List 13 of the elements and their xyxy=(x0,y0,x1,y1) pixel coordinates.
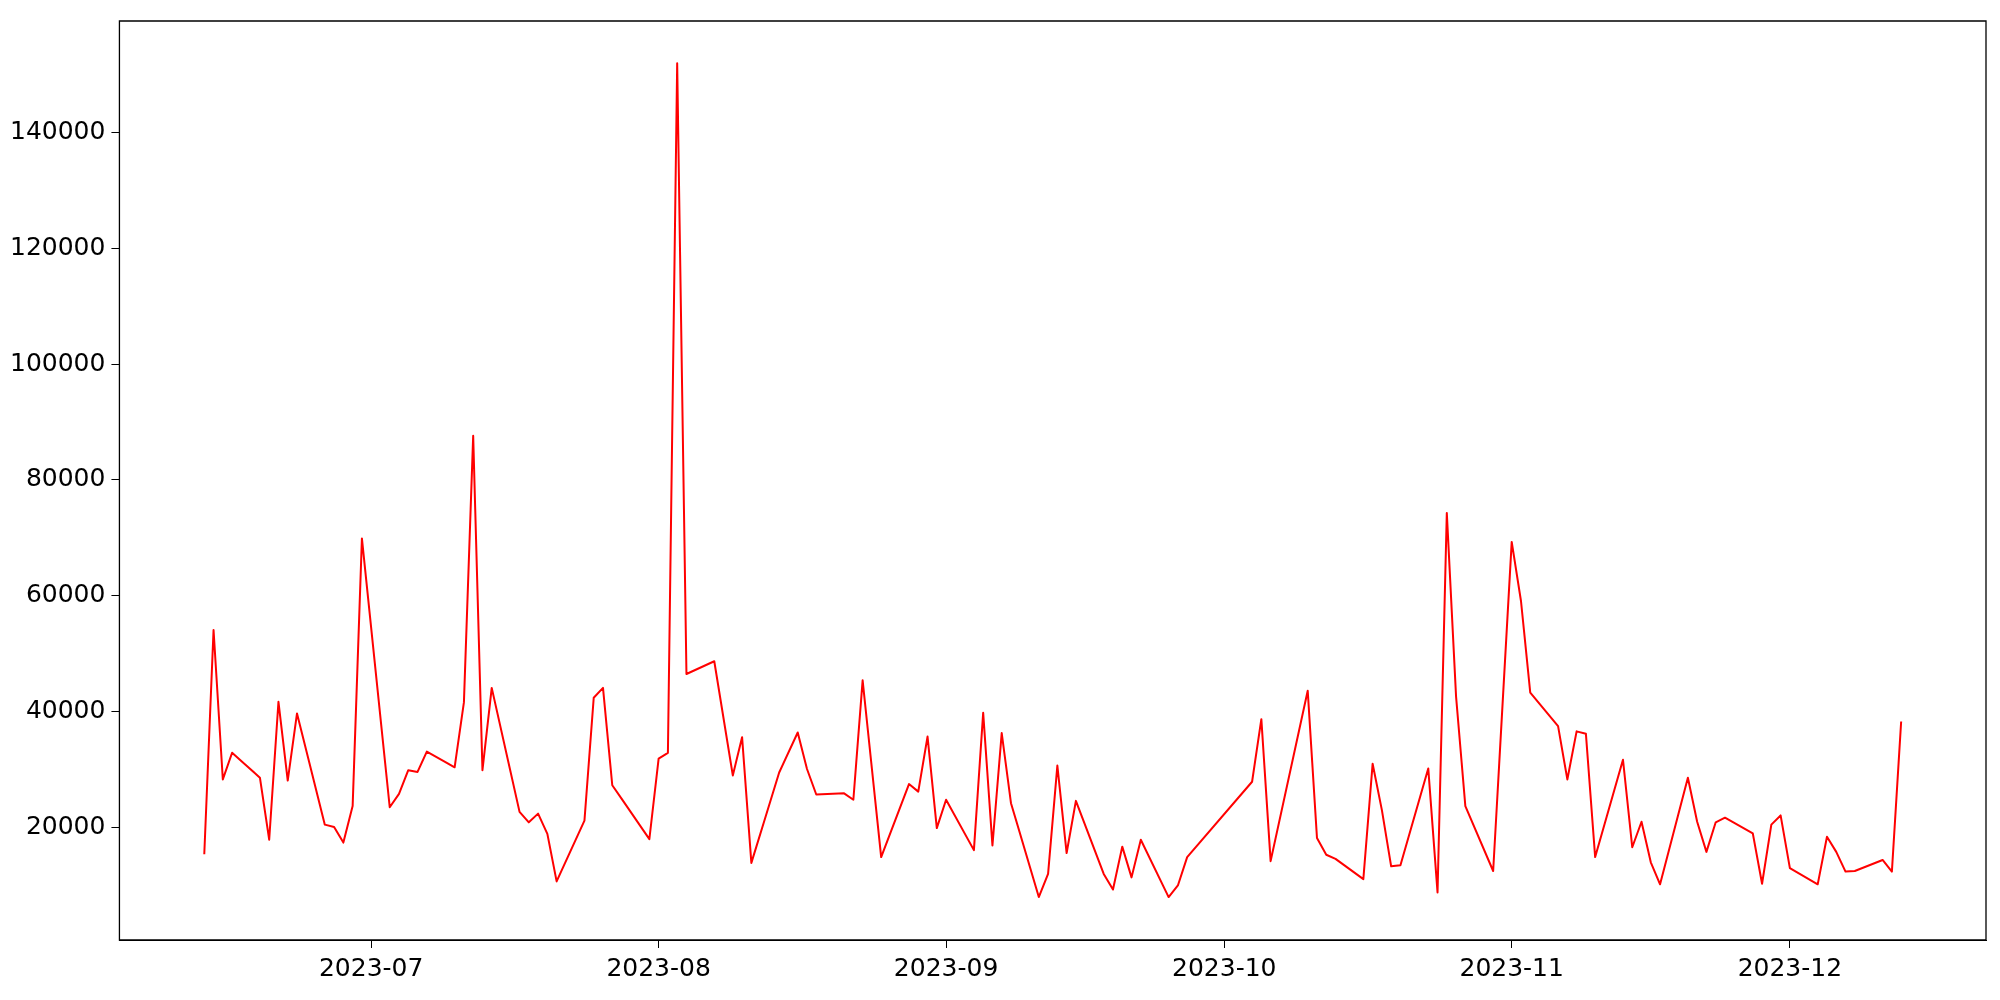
y-tick-label: 60000 xyxy=(25,579,106,609)
y-tick-label: 100000 xyxy=(10,347,106,377)
x-tick-label: 2023-09 xyxy=(893,952,999,982)
x-tick-label: 2023-11 xyxy=(1459,952,1564,982)
y-tick-label: 20000 xyxy=(25,811,106,841)
x-tick-label: 2023-07 xyxy=(318,952,424,982)
y-tick-label: 140000 xyxy=(10,115,106,145)
y-tick-label: 40000 xyxy=(25,695,106,725)
y-tick-label: 120000 xyxy=(10,231,106,261)
x-tick-label: 2023-08 xyxy=(606,952,711,982)
x-tick-label: 2023-10 xyxy=(1172,952,1277,982)
y-tick-label: 80000 xyxy=(25,463,106,493)
x-tick-label: 2023-12 xyxy=(1737,952,1843,982)
